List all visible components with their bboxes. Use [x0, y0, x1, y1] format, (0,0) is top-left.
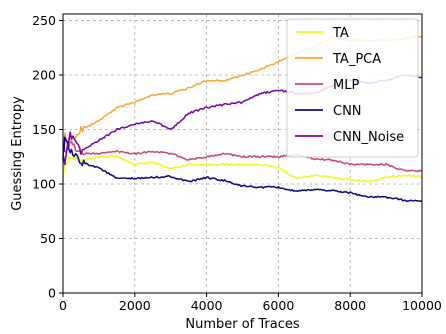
series-line-cnn — [62, 136, 423, 203]
axis-ticks: 0 2000 4000 6000 8000 10000 0 50 100 150 200 250 — [32, 13, 442, 313]
legend-label: TA — [332, 26, 349, 41]
y-tick-label: 150 — [32, 122, 56, 137]
legend-label: CNN_Noise — [333, 130, 404, 145]
x-tick-label: 2000 — [119, 298, 151, 313]
x-tick-label: 4000 — [191, 298, 223, 313]
legend-box — [286, 18, 419, 158]
series-line-mlp — [62, 141, 423, 173]
y-tick-label: 0 — [48, 286, 56, 301]
y-tick-label: 100 — [32, 177, 56, 192]
x-tick-label: 10000 — [402, 298, 442, 313]
x-axis-label: Number of Traces — [185, 317, 300, 332]
x-tick-label: 8000 — [334, 298, 366, 313]
legend-label: TA_PCA — [332, 52, 381, 67]
y-tick-label: 50 — [40, 231, 56, 246]
x-tick-label: 0 — [59, 298, 67, 313]
x-tick-label: 6000 — [262, 298, 294, 313]
legend-label: MLP — [333, 78, 359, 93]
series-line-ta — [62, 154, 423, 183]
legend-label: CNN — [333, 104, 362, 119]
y-tick-label: 250 — [32, 13, 56, 28]
y-axis-label: Guessing Entropy — [10, 96, 25, 211]
y-tick-label: 200 — [32, 68, 56, 83]
plot-frame — [62, 13, 423, 294]
legend: TA TA_PCA MLP CNN CNN_Noise — [286, 18, 419, 158]
